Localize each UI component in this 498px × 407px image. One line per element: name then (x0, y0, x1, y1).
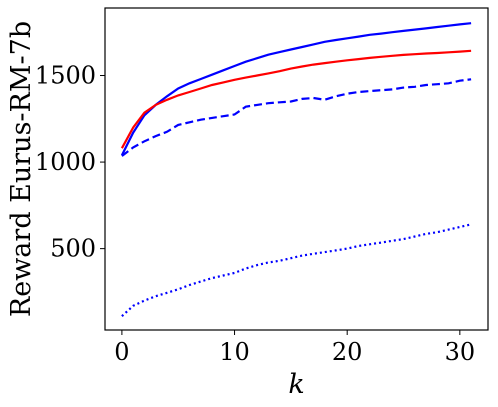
ticks-layer: 0 10 20 30 500 1000 1500 (35, 62, 475, 366)
x-tick-label: 30 (445, 338, 476, 366)
series-line-1-solid (120, 22, 472, 156)
y-axis-label: Reward Eurus-RM-7b (6, 21, 37, 317)
x-tick-label: 20 (332, 338, 363, 366)
y-tick-label: 500 (50, 235, 96, 263)
series-line-3-dashed (121, 78, 472, 157)
y-tick-label: 1000 (35, 148, 96, 176)
plot-frame (104, 7, 489, 331)
x-tick-label: 0 (114, 338, 129, 366)
x-axis-label: k (288, 369, 304, 400)
series-layer (120, 22, 472, 318)
series-line-2-solid (120, 49, 472, 149)
series-line-4-dotted (121, 223, 472, 318)
y-tick-label: 1500 (35, 62, 96, 90)
x-tick-label: 10 (219, 338, 250, 366)
